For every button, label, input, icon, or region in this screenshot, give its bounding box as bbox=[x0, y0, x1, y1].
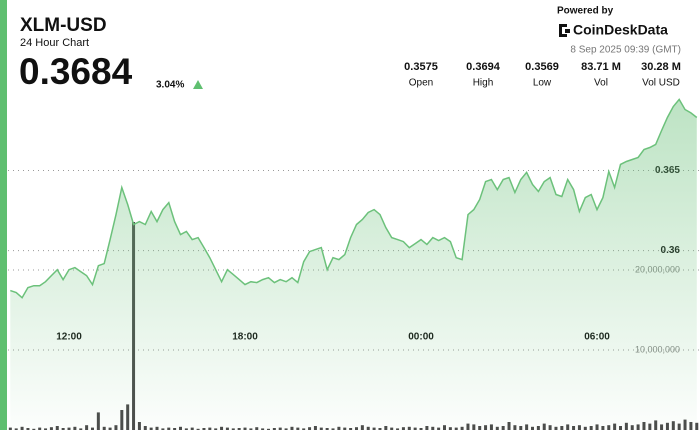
brand-logo bbox=[559, 24, 570, 37]
stat-label: Open bbox=[409, 78, 433, 89]
stat-value: 0.3575 bbox=[404, 61, 438, 73]
plot: 0.360.36510,000,00020,000,00012:0018:000… bbox=[8, 98, 700, 430]
price-line bbox=[10, 98, 698, 299]
timestamp: 8 Sep 2025 09:39 (GMT) bbox=[570, 45, 681, 56]
stat-value: 0.3569 bbox=[525, 61, 559, 73]
change: 3.04% bbox=[156, 80, 184, 91]
stat-value: 30.28 M bbox=[641, 61, 681, 73]
accent-bar bbox=[0, 0, 7, 430]
stat-label: High bbox=[473, 78, 494, 89]
stats: 0.3575 Open 0.3694 High 0.3569 Low 83.71 M Vol 3… bbox=[404, 61, 681, 89]
stat-label: Low bbox=[533, 78, 552, 89]
title: XLM-USD bbox=[20, 15, 107, 36]
price: 0.3684 bbox=[19, 51, 133, 92]
brand: CoinDeskData bbox=[573, 22, 668, 38]
up-arrow bbox=[193, 80, 203, 89]
stat-value: 83.71 M bbox=[581, 61, 621, 73]
stat-label: Vol bbox=[594, 78, 608, 89]
powered-by: Powered by bbox=[557, 6, 614, 17]
price-area bbox=[10, 99, 697, 430]
stat-value: 0.3694 bbox=[466, 61, 501, 73]
stat-label: Vol USD bbox=[642, 78, 680, 89]
subtitle: 24 Hour Chart bbox=[20, 37, 89, 49]
